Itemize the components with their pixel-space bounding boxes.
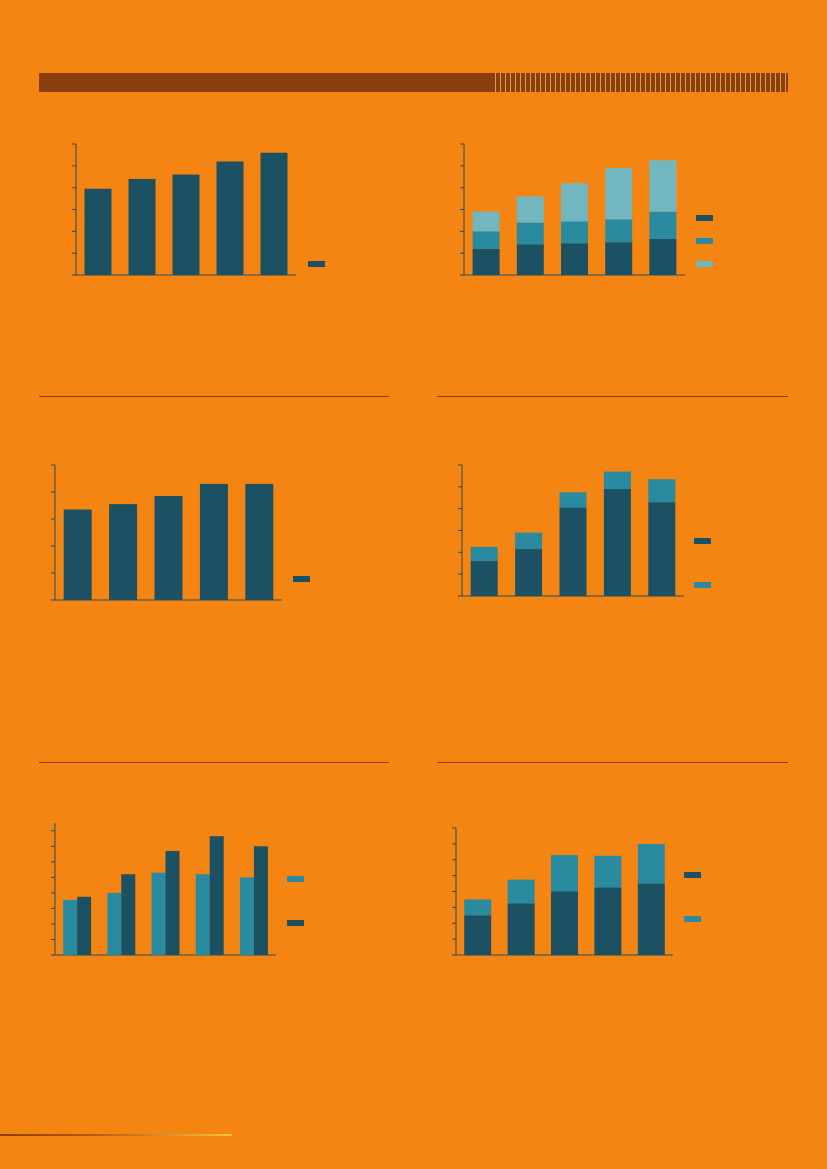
- section-divider: [437, 396, 788, 397]
- legend-swatch: [287, 920, 304, 926]
- bar: [603, 489, 631, 596]
- bar: [63, 509, 92, 600]
- bar: [151, 872, 166, 955]
- section-divider: [39, 762, 389, 763]
- bar: [594, 887, 622, 955]
- bar: [515, 549, 543, 596]
- legend-swatch: [696, 261, 713, 267]
- bar: [561, 243, 588, 275]
- bar: [209, 836, 224, 955]
- bar: [561, 221, 588, 244]
- chart-1: [72, 143, 325, 276]
- bar: [464, 915, 492, 955]
- bar: [551, 854, 578, 892]
- bar: [172, 174, 200, 275]
- bar: [515, 532, 543, 550]
- bar: [253, 846, 268, 955]
- bar: [594, 855, 622, 888]
- bar: [516, 196, 544, 223]
- bar: [516, 222, 544, 245]
- legend-swatch: [694, 582, 711, 588]
- bar: [195, 874, 210, 955]
- bar: [605, 242, 633, 275]
- legend-swatch: [684, 872, 701, 878]
- bar: [551, 891, 578, 955]
- legend-swatch: [287, 876, 304, 882]
- bar: [245, 483, 274, 600]
- bar: [603, 471, 631, 490]
- bar: [154, 496, 183, 600]
- chart-6: [452, 827, 701, 956]
- bar: [559, 492, 587, 508]
- legend-swatch: [293, 576, 310, 582]
- bar: [216, 161, 244, 275]
- bar: [63, 899, 78, 955]
- legend-swatch: [694, 538, 711, 544]
- legend-swatch: [684, 916, 701, 922]
- bar: [260, 152, 288, 275]
- legend-swatch: [308, 261, 325, 267]
- bar: [507, 903, 535, 955]
- chart-3: [51, 464, 310, 601]
- legend-swatch: [696, 238, 713, 244]
- bar: [561, 183, 588, 222]
- bar: [648, 479, 676, 503]
- bar: [84, 188, 112, 275]
- bar: [559, 507, 587, 596]
- bar: [472, 248, 500, 275]
- header-hatch-pattern: [495, 73, 788, 92]
- bar: [77, 896, 92, 955]
- bar: [649, 211, 677, 239]
- bar: [128, 178, 156, 275]
- header-bar: [39, 73, 788, 92]
- footer-line: [0, 1134, 232, 1136]
- legend-swatch: [696, 215, 713, 221]
- bar: [464, 899, 492, 916]
- bar: [516, 244, 544, 275]
- section-divider: [437, 762, 788, 763]
- bar: [648, 502, 676, 596]
- bar: [472, 211, 500, 232]
- chart-4: [458, 464, 711, 597]
- bar: [637, 883, 665, 955]
- bar: [470, 561, 498, 596]
- chart-2: [460, 143, 713, 276]
- bar: [637, 843, 665, 884]
- section-divider: [39, 396, 389, 397]
- bar: [507, 879, 535, 904]
- bar: [472, 231, 500, 249]
- bar: [239, 877, 254, 955]
- bar: [165, 850, 180, 955]
- bar: [199, 483, 228, 600]
- bar: [649, 160, 677, 212]
- bar: [605, 219, 633, 243]
- chart-5: [51, 823, 304, 956]
- bar: [605, 168, 633, 220]
- bar: [470, 546, 498, 562]
- bar: [107, 892, 122, 955]
- bar: [121, 874, 136, 955]
- bar: [109, 504, 138, 600]
- bar: [649, 238, 677, 275]
